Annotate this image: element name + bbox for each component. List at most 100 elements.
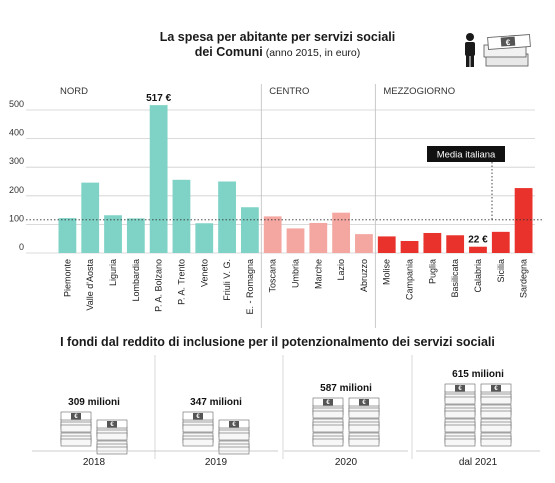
euro-band: [193, 413, 203, 420]
category-label: Friuli V. G.: [222, 259, 232, 301]
banknote: [444, 404, 476, 419]
euro-icon: €: [494, 386, 498, 392]
funds-year: 2018: [83, 457, 106, 468]
euro-band: [229, 421, 239, 428]
euro-icon: €: [110, 422, 114, 428]
category-label: Lombardia: [131, 259, 141, 302]
funds-stacks-graphic: € €309 milioni 2018 € €347 milioni 2019 € €587 …: [32, 355, 540, 468]
funds-amount: 615 milioni: [452, 369, 504, 380]
euro-band: [71, 413, 81, 420]
euro-banknote-stack-icon: €: [483, 34, 531, 67]
funds-amount: 309 milioni: [68, 397, 120, 408]
euro-icon: €: [458, 386, 462, 392]
group-label: MEZZOGIORNO: [383, 86, 455, 97]
category-label: Liguria: [108, 259, 118, 286]
data-label: 22 €: [468, 235, 488, 246]
banknote: [480, 432, 512, 447]
bar: [377, 236, 396, 253]
bar: [423, 232, 442, 253]
average-label-box: [427, 146, 505, 162]
y-tick-label: 200: [9, 185, 24, 195]
average-label: Media italiana: [437, 150, 496, 161]
banknote-sheet: [480, 424, 512, 433]
chart-subtitle-note: (anno 2015, in euro): [262, 47, 361, 59]
data-label: 517 €: [146, 93, 171, 104]
banknote: [348, 418, 380, 433]
banknote: [480, 404, 512, 419]
y-tick-label: 400: [9, 128, 24, 138]
category-label: P. A. Bolzano: [154, 259, 164, 312]
group-label: CENTRO: [269, 86, 309, 97]
funds-item: € €615 milioni dal 2021: [416, 369, 540, 468]
category-label: Sardegna: [519, 259, 529, 298]
bar: [218, 181, 236, 253]
funds-item: € €309 milioni 2018: [32, 397, 156, 468]
bar: [491, 231, 510, 253]
category-label: Puglia: [427, 259, 437, 284]
banknote-sheet: [480, 396, 512, 405]
banknote-sheet: [182, 424, 214, 433]
banknote: [312, 418, 344, 433]
chart-subtitle: dei Comuni (anno 2015, in euro): [0, 45, 555, 61]
banknote-sheet: [60, 438, 92, 447]
banknote-sheet: [444, 396, 476, 405]
banknote: €: [96, 419, 128, 441]
banknote-sheet: [96, 432, 128, 441]
bar: [332, 212, 351, 253]
banknote-sheet: [348, 424, 380, 433]
bar: [58, 218, 77, 253]
banknote-sheet: [480, 410, 512, 419]
banknote: €: [480, 383, 512, 405]
banknote: €: [60, 411, 92, 433]
banknote-sheet: [480, 438, 512, 447]
banknote-sheet: [444, 438, 476, 447]
y-tick-label: 0: [19, 242, 24, 252]
category-label: P. A. Trento: [176, 259, 186, 305]
y-tick-label: 100: [9, 213, 24, 223]
euro-icon: €: [362, 400, 366, 406]
banknote: [444, 418, 476, 433]
category-label: Molise: [382, 259, 392, 285]
euro-icon: €: [326, 400, 330, 406]
euro-band: [491, 385, 501, 392]
bar: [514, 188, 533, 253]
category-label: Abruzzo: [359, 259, 369, 292]
euro-icon: €: [74, 414, 78, 420]
category-label: Basilicata: [450, 259, 460, 298]
category-label: Veneto: [199, 259, 209, 287]
category-label: Marche: [313, 259, 323, 289]
banknote: €: [312, 397, 344, 419]
category-label: Sicilia: [496, 259, 506, 283]
banknote-sheet: [348, 438, 380, 447]
bar: [195, 223, 214, 253]
svg-text:€: €: [506, 38, 512, 47]
bar: [286, 228, 305, 253]
bar: [104, 215, 122, 253]
euro-band: [359, 399, 369, 406]
bar: [469, 246, 487, 253]
funds-amount: 347 milioni: [190, 397, 242, 408]
group-label: NORD: [60, 86, 88, 97]
banknote: [182, 432, 214, 447]
banknote: [312, 432, 344, 447]
euro-band: [107, 421, 117, 428]
chart-title-block: La spesa per abitante per servizi social…: [0, 30, 555, 61]
banknote: €: [182, 411, 214, 433]
category-label: Piemonte: [62, 259, 72, 297]
bar: [400, 240, 419, 253]
bar: [446, 235, 465, 253]
euro-band: [323, 399, 333, 406]
banknote: [348, 432, 380, 447]
category-label: Valle d'Aosta: [85, 259, 95, 311]
category-label: Campania: [405, 259, 415, 300]
funds-year: 2020: [335, 457, 358, 468]
category-label: Toscana: [268, 259, 278, 293]
category-label: Calabria: [473, 259, 483, 293]
funds-year: dal 2021: [459, 457, 498, 468]
person-icon: [465, 33, 475, 67]
funds-amount: 587 milioni: [320, 383, 372, 394]
euro-band: [455, 385, 465, 392]
banknote-sheet: [218, 432, 250, 441]
banknote: [480, 418, 512, 433]
banknote: [218, 440, 250, 455]
